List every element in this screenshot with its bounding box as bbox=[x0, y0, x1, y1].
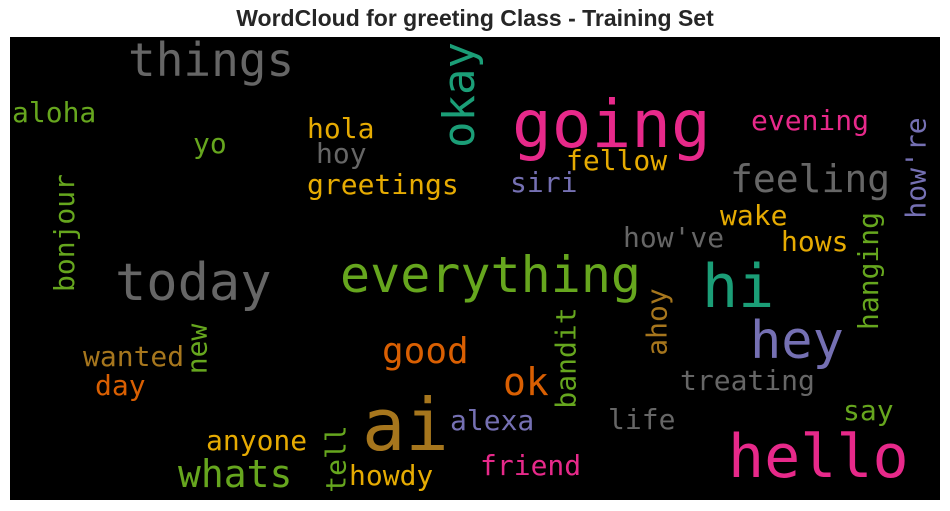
word-hows: hows bbox=[781, 225, 849, 258]
word-friend: friend bbox=[480, 449, 582, 482]
word-everything: everything bbox=[340, 246, 642, 304]
word-greetings: greetings bbox=[307, 168, 459, 201]
word-treating: treating bbox=[680, 364, 815, 397]
word-fellow: fellow bbox=[566, 144, 668, 177]
word-bandit: bandit bbox=[549, 307, 583, 409]
word-cloud: going hello ai everything today hi hey t… bbox=[10, 37, 940, 500]
word-life: life bbox=[608, 403, 676, 436]
word-anyone: anyone bbox=[206, 424, 308, 457]
word-new: new bbox=[180, 323, 214, 375]
word-going: going bbox=[512, 86, 711, 163]
word-good: good bbox=[382, 331, 469, 372]
word-yo: yo bbox=[193, 127, 227, 160]
word-siri: siri bbox=[510, 166, 578, 199]
word-wake: wake bbox=[720, 199, 788, 232]
word-hola: hola bbox=[307, 112, 375, 145]
word-hanging: hanging bbox=[852, 211, 886, 331]
word-today: today bbox=[115, 253, 272, 313]
word-hey: hey bbox=[750, 311, 844, 371]
word-hi: hi bbox=[702, 252, 775, 322]
word-alexa: alexa bbox=[450, 404, 535, 437]
word-evening: evening bbox=[751, 104, 870, 137]
word-okay: okay bbox=[433, 42, 485, 148]
word-ai: ai bbox=[362, 383, 449, 467]
word-howdy: howdy bbox=[349, 459, 434, 492]
word-hoy: hoy bbox=[316, 137, 367, 170]
word-how-ve: how've bbox=[623, 221, 725, 254]
word-tell: tell bbox=[319, 425, 353, 493]
word-say: say bbox=[843, 394, 894, 427]
word-hello: hello bbox=[728, 422, 909, 492]
word-wanted: wanted bbox=[83, 340, 185, 373]
word-ok: ok bbox=[503, 360, 549, 404]
word-how-re: how're bbox=[899, 117, 933, 219]
figure-title: WordCloud for greeting Class - Training … bbox=[236, 5, 714, 31]
word-aloha: aloha bbox=[12, 96, 97, 129]
word-feeling: feeling bbox=[730, 157, 891, 201]
word-whats: whats bbox=[178, 452, 293, 496]
word-things: things bbox=[128, 37, 295, 87]
word-ahoy: ahoy bbox=[640, 288, 674, 356]
word-day: day bbox=[95, 369, 146, 402]
word-bonjour: bonjour bbox=[48, 173, 82, 293]
